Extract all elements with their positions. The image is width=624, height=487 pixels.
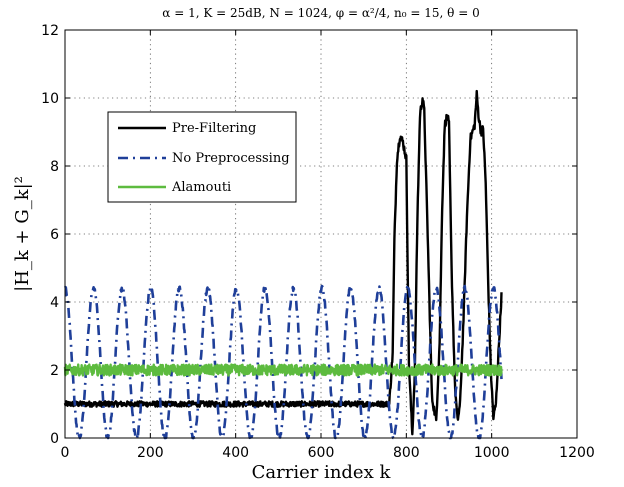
y-tick-label: 0 (50, 431, 59, 447)
y-tick-label: 12 (41, 23, 59, 39)
x-tick-label: 1000 (474, 445, 510, 461)
x-tick-label: 1200 (559, 445, 595, 461)
x-tick-label: 800 (393, 445, 420, 461)
legend: Pre-Filtering No Preprocessing Alamouti (107, 111, 297, 203)
legend-label: Alamouti (171, 180, 231, 195)
x-tick-label: 400 (222, 445, 249, 461)
legend-label: No Preprocessing (172, 151, 290, 166)
x-tick-label: 600 (308, 445, 335, 461)
y-tick-label: 4 (50, 295, 59, 311)
x-tick-label: 200 (137, 445, 164, 461)
tick-labels: 0 200 400 600 800 1000 1200 0 2 4 6 8 10 12 (41, 23, 595, 461)
series-line-alamouti (63, 363, 503, 377)
y-axis-label: |H_k + G_k|² (12, 176, 33, 292)
x-axis-label: Carrier index k (252, 462, 392, 483)
y-tick-label: 10 (41, 91, 59, 107)
y-tick-label: 8 (50, 159, 59, 175)
x-tick-label: 0 (61, 445, 70, 461)
chart-title: α = 1, K = 25dB, N = 1024, φ = α²/4, n₀ … (162, 6, 479, 20)
ticks (64, 29, 578, 439)
y-tick-label: 6 (50, 227, 59, 243)
y-tick-label: 2 (50, 363, 59, 379)
legend-label: Pre-Filtering (172, 121, 256, 136)
series-layer (63, 89, 503, 440)
